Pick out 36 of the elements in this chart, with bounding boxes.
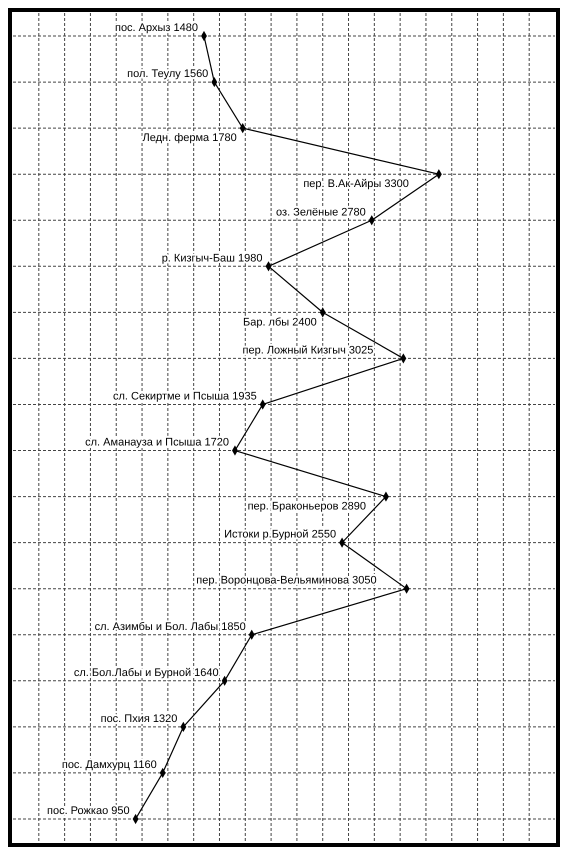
y-tick-label: Истоки р.Бурной bbox=[224, 528, 309, 541]
data-label: 1935 bbox=[232, 390, 257, 402]
y-tick-label: сл. Аманауза и Псыша bbox=[85, 436, 202, 449]
y-tick-label: пер. Браконьеров bbox=[248, 500, 339, 513]
y-tick-label: оз. Зелёные bbox=[276, 206, 338, 218]
data-label: 1560 bbox=[184, 68, 208, 80]
data-label: 1160 bbox=[133, 758, 157, 771]
y-tick-label: пер. Ложный Кизгыч bbox=[242, 344, 346, 356]
y-tick-label: пос. Рожкао bbox=[47, 804, 108, 817]
data-label: 3025 bbox=[348, 344, 374, 356]
data-label: 3050 bbox=[352, 574, 377, 587]
data-label: 1980 bbox=[238, 252, 263, 264]
y-tick-label: пер. В.Ак-Айры bbox=[303, 178, 382, 190]
data-label: 2400 bbox=[292, 316, 317, 328]
data-label: 950 bbox=[111, 804, 130, 817]
y-tick-label: пер. Воронцова-Вельяминова bbox=[196, 574, 350, 587]
data-label: 1780 bbox=[212, 132, 237, 144]
y-tick-label: р. Кизгыч-Баш bbox=[162, 252, 236, 264]
data-label: 3300 bbox=[384, 178, 409, 190]
y-tick-label: пос. Архыз bbox=[114, 22, 170, 34]
y-tick-label: сл. Бол.Лабы и Бурной bbox=[74, 666, 192, 679]
y-tick-label: сл. Азимбы и Бол. Лабы bbox=[94, 620, 218, 633]
y-tick-label: пол. Теулу bbox=[127, 68, 182, 80]
data-label: 2890 bbox=[341, 500, 366, 513]
data-label: 1720 bbox=[204, 436, 229, 449]
y-tick-label: Ледн. ферма bbox=[142, 132, 210, 144]
data-label: 1320 bbox=[152, 712, 178, 725]
data-label: 1480 bbox=[174, 22, 198, 34]
data-label: 2780 bbox=[341, 206, 366, 218]
data-label: 1850 bbox=[221, 620, 246, 633]
data-label: 1640 bbox=[194, 666, 219, 679]
y-tick-label: Бар. лбы bbox=[242, 316, 290, 328]
data-label: 2550 bbox=[312, 528, 336, 541]
y-tick-label: сл. Секиртме и Псыша bbox=[113, 390, 230, 402]
y-tick-label: пос. Пхия bbox=[100, 712, 150, 725]
y-tick-label: пос. Дамхурц bbox=[62, 758, 131, 771]
